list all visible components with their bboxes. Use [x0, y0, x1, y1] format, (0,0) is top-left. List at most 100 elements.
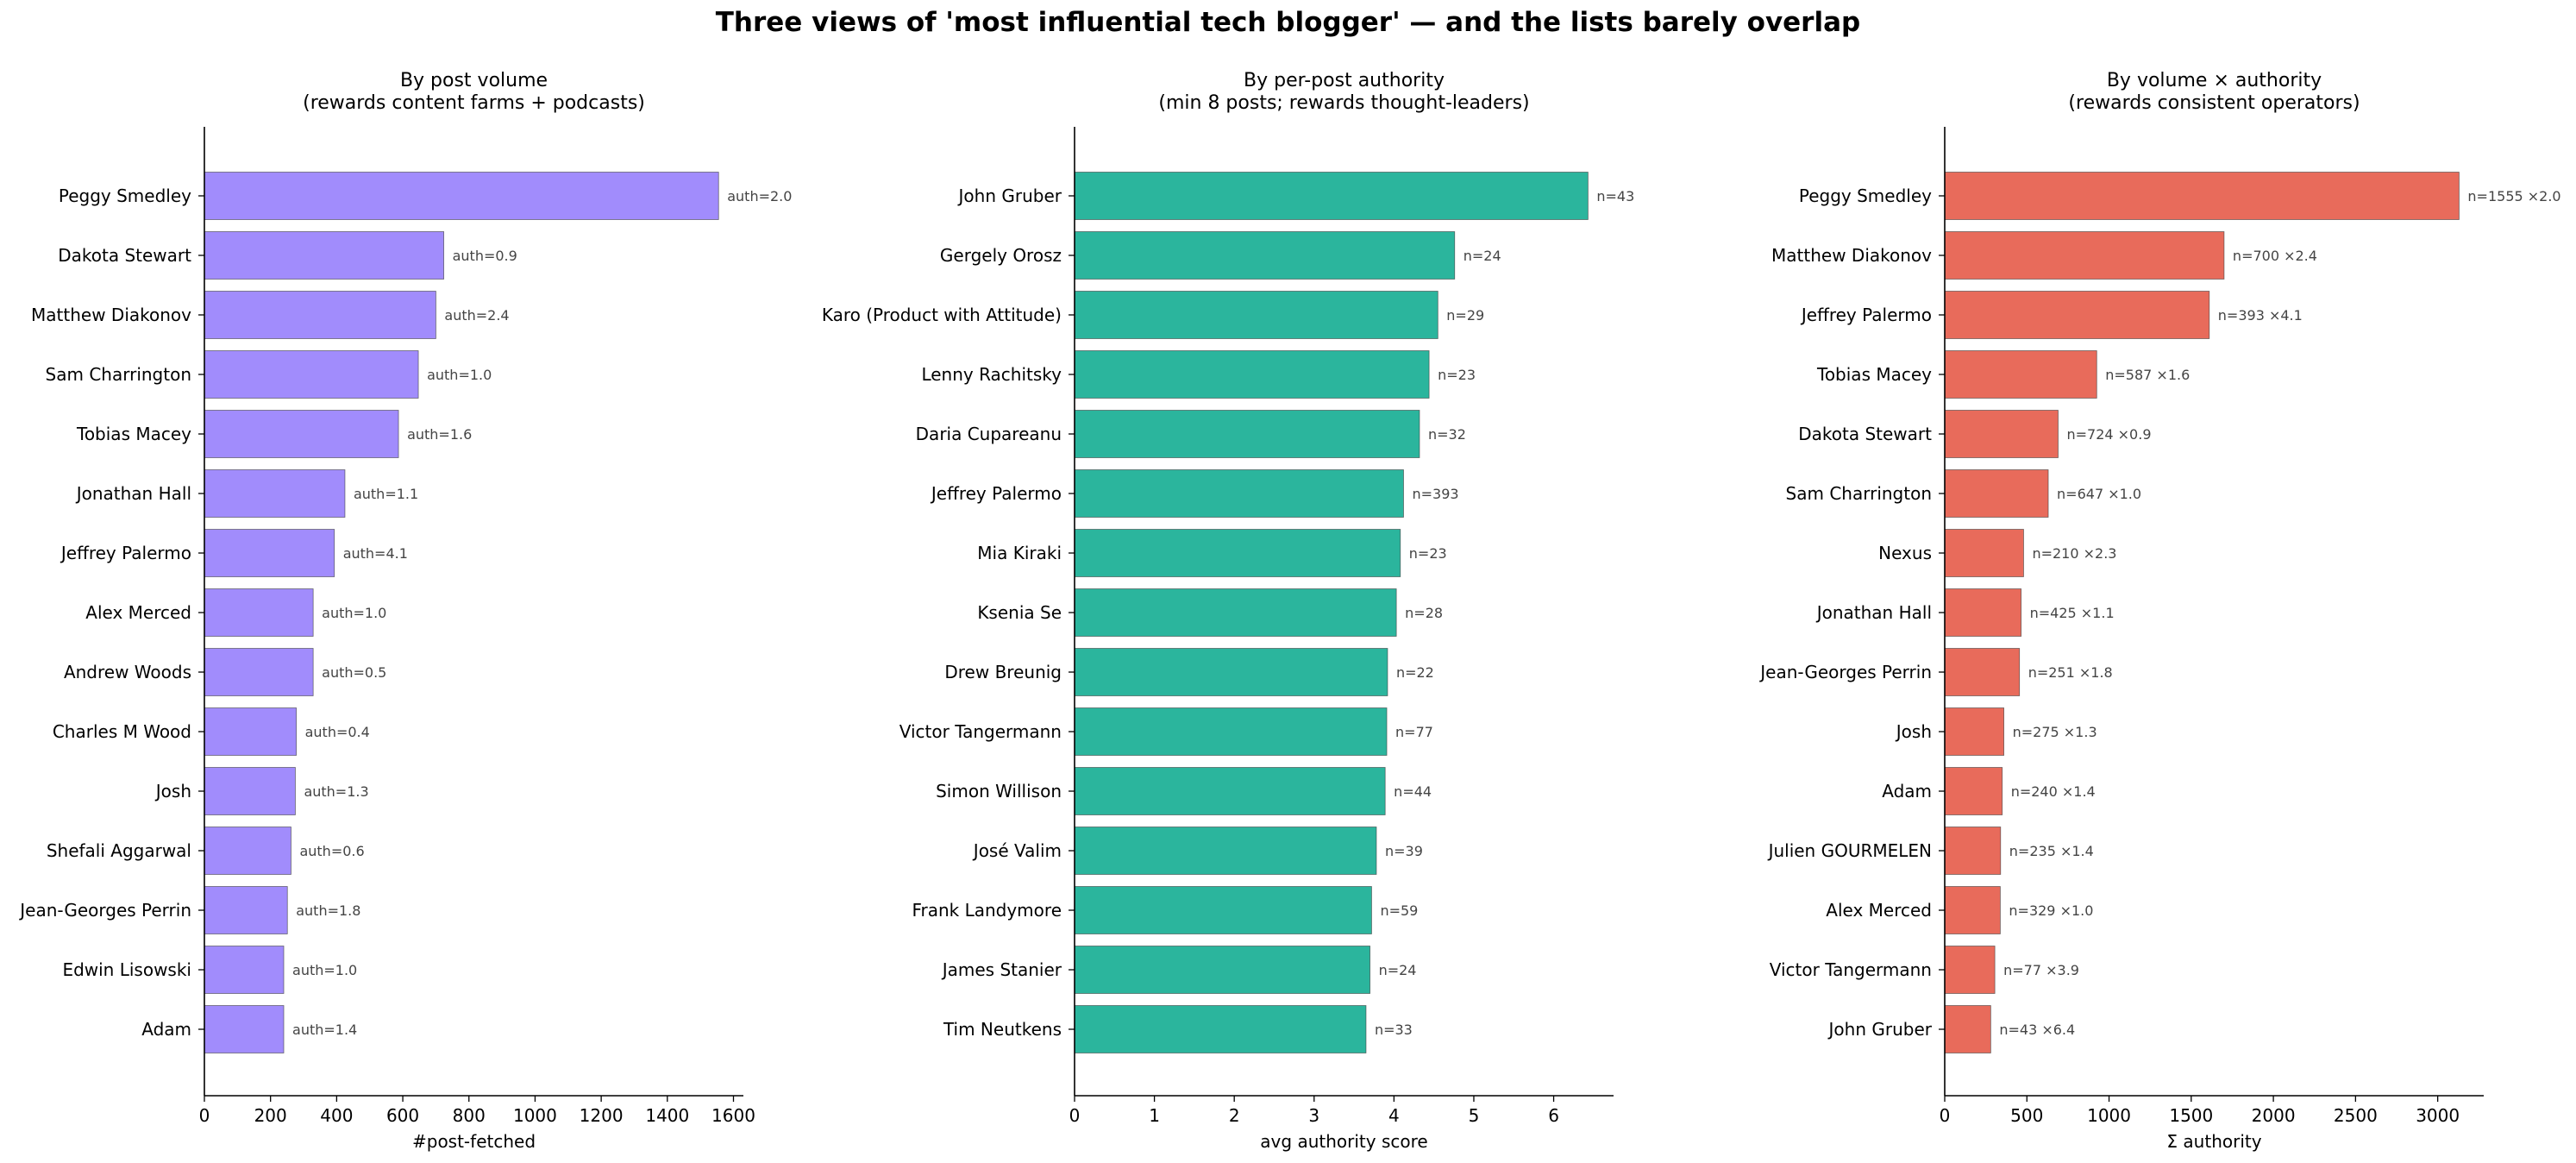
chart-0-category-label: Jonathan Hall [75, 483, 191, 504]
chart-1-bar-annotation: n=24 [1463, 248, 1501, 264]
chart-0-category-label: Shefali Aggarwal [47, 840, 191, 861]
chart-2-bar [1944, 469, 2049, 518]
chart-2-bar [1944, 886, 2001, 934]
chart-0-bar [204, 469, 346, 518]
chart-2-category-label: Sam Charrington [1786, 483, 1932, 504]
chart-1-bar [1074, 886, 1372, 934]
figure-title: Three views of 'most influential tech bl… [715, 7, 1861, 38]
chart-1-bar-annotation: n=22 [1396, 664, 1434, 681]
chart-0-category-label: Peggy Smedley [59, 185, 191, 206]
chart-1-category-label: Ksenia Se [977, 602, 1062, 623]
chart-0-bar-annotation: auth=2.4 [444, 307, 509, 324]
chart-0-bar-annotation: auth=1.3 [304, 783, 368, 800]
chart-1-bar [1074, 469, 1404, 518]
chart-2-bar-annotation: n=235 ×1.4 [2009, 843, 2094, 859]
chart-1-category-label: Tim Neutkens [943, 1019, 1062, 1040]
chart-2-bar [1944, 291, 2210, 339]
chart-2-category-label: John Gruber [1827, 1019, 1933, 1040]
chart-1-bar-annotation: n=23 [1438, 367, 1476, 383]
chart-2-bar [1944, 410, 2059, 458]
chart-0-bar [204, 172, 719, 220]
chart-1-bar [1074, 350, 1430, 399]
chart-0-bar-annotation: auth=1.0 [292, 962, 357, 978]
chart-1-bar [1074, 648, 1388, 696]
chart-1-bar-annotation: n=23 [1409, 545, 1447, 562]
chart-0-category-label: Alex Merced [85, 602, 191, 623]
chart-0-bar [204, 291, 436, 339]
chart-0-bar-annotation: auth=0.4 [305, 724, 370, 740]
chart-1-bar [1074, 827, 1377, 875]
chart-0-x-tick-label: 0 [199, 1105, 210, 1126]
chart-0-category-label: Dakota Stewart [58, 245, 191, 266]
chart-2-bar [1944, 946, 1996, 994]
chart-0-bar-annotation: auth=0.6 [299, 843, 364, 859]
chart-0-bar [204, 1005, 285, 1053]
chart-1-bar-annotation: n=77 [1395, 724, 1433, 740]
chart-0-category-label: Jeffrey Palermo [60, 543, 191, 563]
chart-0-xlabel: #post-fetched [412, 1131, 536, 1152]
chart-2-bar [1944, 588, 2022, 637]
chart-1-category-label: James Stanier [941, 959, 1062, 980]
chart-2-category-label: Jean-Georges Perrin [1758, 662, 1932, 682]
chart-1-category-label: Simon Willison [936, 781, 1062, 802]
chart-1-title: By per-post authority [1244, 70, 1445, 91]
chart-2-bar [1944, 707, 2004, 756]
chart-0-category-label: Edwin Lisowski [62, 959, 191, 980]
chart-2-bar [1944, 648, 2021, 696]
chart-2-bar-annotation: n=1555 ×2.0 [2467, 188, 2560, 204]
chart-0-title: By post volume [400, 70, 548, 91]
chart-2-bar-annotation: n=251 ×1.8 [2028, 664, 2113, 681]
chart-1-x-tick-label: 6 [1548, 1105, 1559, 1126]
chart-2-x-tick-label: 1500 [2169, 1105, 2213, 1126]
chart-2-subtitle: (rewards consistent operators) [2068, 92, 2360, 114]
chart-1-bar-annotation: n=32 [1428, 426, 1466, 443]
chart-0-bar-annotation: auth=1.1 [354, 486, 418, 502]
chart-2-bar [1944, 231, 2225, 280]
chart-1-category-label: Frank Landymore [912, 900, 1062, 921]
chart-0-bar [204, 827, 291, 875]
chart-2-bar [1944, 827, 2002, 875]
chart-2-bar-annotation: n=587 ×1.6 [2105, 367, 2190, 383]
chart-1-category-label: Jeffrey Palermo [930, 483, 1062, 504]
chart-2-x-tick-label: 0 [1940, 1105, 1951, 1126]
chart-1-category-label: Karo (Product with Attitude) [822, 305, 1062, 325]
chart-0-x-tick-label: 1000 [513, 1105, 557, 1126]
chart-2-category-label: Julien GOURMELEN [1767, 840, 1932, 861]
chart-2-bar-annotation: n=425 ×1.1 [2030, 605, 2115, 621]
chart-2-bar-annotation: n=210 ×2.3 [2032, 545, 2116, 562]
chart-2-x-tick-label: 1000 [2087, 1105, 2131, 1126]
chart-0-bar-annotation: auth=1.4 [292, 1022, 357, 1038]
chart-1-bar [1074, 172, 1589, 220]
chart-0-bar [204, 529, 335, 577]
chart-1-bar [1074, 529, 1401, 577]
chart-0-bar-annotation: auth=4.1 [343, 545, 408, 562]
chart-2-category-label: Jonathan Hall [1815, 602, 1932, 623]
chart-0-bar [204, 648, 314, 696]
chart-0-bar [204, 410, 399, 458]
chart-2-x-tick-label: 3000 [2416, 1105, 2460, 1126]
chart-0-category-label: Adam [141, 1019, 191, 1040]
chart-0-category-label: Andrew Woods [64, 662, 191, 682]
chart-1-bar [1074, 707, 1388, 756]
chart-2-category-label: Alex Merced [1826, 900, 1932, 921]
chart-1-x-tick-label: 3 [1308, 1105, 1319, 1126]
chart-1-bar-annotation: n=393 [1412, 486, 1458, 502]
chart-1-bar-annotation: n=29 [1446, 307, 1484, 324]
chart-0-bar-annotation: auth=1.8 [296, 902, 360, 919]
chart-1-bar-annotation: n=33 [1375, 1022, 1413, 1038]
chart-0-category-label: Matthew Diakonov [31, 305, 191, 325]
chart-1-x-tick-label: 1 [1149, 1105, 1160, 1126]
chart-0-bar-annotation: auth=0.9 [453, 248, 517, 264]
chart-0-bar [204, 767, 296, 815]
chart-1-xlabel: avg authority score [1260, 1131, 1427, 1152]
chart-1-bar [1074, 410, 1420, 458]
chart-1-bar [1074, 291, 1438, 339]
chart-1-bar [1074, 946, 1370, 994]
chart-2-bar-annotation: n=275 ×1.3 [2013, 724, 2097, 740]
chart-0-bar [204, 350, 419, 399]
chart-2-category-label: Adam [1882, 781, 1932, 802]
chart-2-bar [1944, 1005, 1991, 1053]
chart-2-bar-annotation: n=240 ×1.4 [2011, 783, 2096, 800]
chart-2-bar-annotation: n=43 ×6.4 [1999, 1022, 2075, 1038]
chart-1-category-label: John Gruber [957, 185, 1062, 206]
